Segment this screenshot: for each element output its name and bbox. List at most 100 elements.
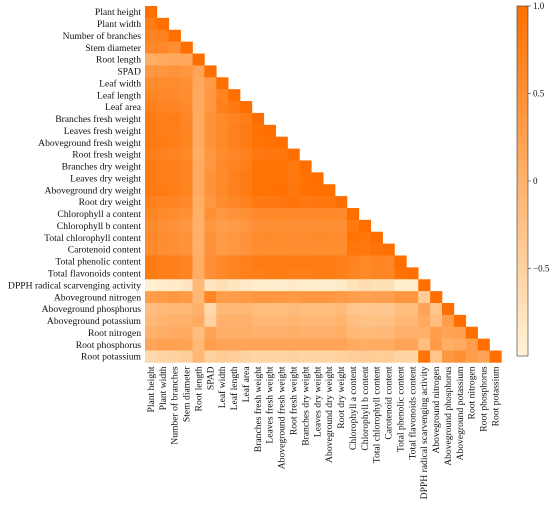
heatmap-cell [216, 279, 229, 292]
column-label: Root potassium [490, 366, 501, 427]
heatmap-cell [299, 338, 312, 351]
heatmap-cell [216, 124, 229, 137]
heatmap-cell [275, 243, 288, 256]
heatmap-cell [287, 148, 300, 161]
heatmap-cell [145, 6, 158, 19]
heatmap-cell [156, 207, 170, 221]
heatmap-cell [442, 338, 455, 351]
heatmap-cell [287, 279, 300, 292]
heatmap-cell [323, 255, 336, 268]
heatmap-cell [323, 279, 336, 292]
heatmap-cell [263, 267, 276, 280]
heatmap-cell [145, 136, 158, 149]
row-label: Root potassium [81, 352, 142, 363]
heatmap-cell [263, 219, 276, 233]
heatmap-cell [240, 267, 253, 280]
heatmap-cell [263, 279, 276, 292]
heatmap-cell [204, 314, 217, 328]
column-label: Leaves fresh weight [265, 366, 276, 444]
heatmap-cell [216, 172, 229, 185]
row-label: Root nitrogen [88, 328, 141, 339]
heatmap-cell [335, 243, 348, 256]
heatmap-cell [228, 136, 241, 149]
heatmap-cell [216, 326, 229, 339]
heatmap-cell [251, 267, 265, 280]
row-label: Aboveground dry weight [45, 185, 142, 196]
heatmap-cell [394, 291, 407, 304]
heatmap-cell [145, 124, 158, 137]
heatmap-cell [192, 89, 205, 102]
heatmap-cell [251, 207, 265, 221]
heatmap-cell [168, 41, 181, 54]
heatmap-cell [275, 148, 288, 161]
heatmap-cell [406, 314, 419, 328]
heatmap-cell [180, 160, 193, 173]
heatmap-cell [180, 89, 193, 102]
column-label: Root fresh weight [289, 366, 300, 435]
heatmap-cell [335, 219, 348, 233]
heatmap-cell [180, 112, 193, 126]
heatmap-cell [394, 338, 407, 351]
heatmap-cell [192, 326, 205, 339]
heatmap-cell [382, 350, 395, 363]
heatmap-cell [216, 350, 229, 363]
heatmap-cell [216, 112, 229, 126]
heatmap-cell [180, 124, 193, 137]
heatmap-cell [228, 172, 241, 185]
row-label: Stem diameter [85, 43, 141, 54]
heatmap-cell [145, 17, 158, 31]
heatmap-cell [156, 112, 170, 126]
heatmap-cell [453, 350, 467, 363]
heatmap-cell [263, 207, 276, 221]
column-label: Root length [193, 366, 204, 411]
heatmap-cell [240, 350, 253, 363]
heatmap-cell [168, 219, 181, 233]
heatmap-cell [370, 314, 383, 328]
heatmap-cell [204, 303, 217, 316]
heatmap-cell [204, 243, 217, 256]
column-label: Chlorophyll b content [360, 366, 371, 451]
heatmap-cell [287, 350, 300, 363]
heatmap-cell [370, 255, 383, 268]
heatmap-cell [323, 231, 336, 244]
column-label: SPAD [205, 366, 216, 390]
heatmap-cell [335, 326, 348, 339]
heatmap-cell [192, 136, 205, 149]
heatmap-cell [180, 326, 193, 339]
heatmap-cell [251, 291, 265, 304]
column-label: Chlorophyll a content [348, 366, 359, 450]
column-label: Branches dry weight [300, 366, 311, 446]
heatmap-cell [311, 207, 324, 221]
heatmap-cell [335, 196, 348, 209]
colorbar-ticks: 1.0 0.5 0 −0.5 [528, 1, 550, 274]
heatmap-cell [323, 303, 336, 316]
heatmap-cell [204, 112, 217, 126]
heatmap-cell [263, 303, 276, 316]
row-label: Leaf area [105, 102, 142, 113]
heatmap-cell [192, 350, 205, 363]
heatmap-cell [168, 136, 181, 149]
heatmap-cell [168, 350, 181, 363]
heatmap-cell [204, 231, 217, 244]
heatmap-cell [228, 196, 241, 209]
heatmap-cell [216, 314, 229, 328]
column-label: Aboveground fresh weight [277, 366, 288, 469]
heatmap-cell [346, 303, 360, 316]
heatmap-cell [240, 291, 253, 304]
heatmap-cell [156, 231, 170, 244]
heatmap-cell [251, 160, 265, 173]
heatmap-cell [240, 184, 253, 197]
heatmap-cell [406, 267, 419, 280]
heatmap-cell [263, 136, 276, 149]
heatmap-cell [346, 267, 360, 280]
heatmap-cell [263, 231, 276, 244]
heatmap-cell [145, 267, 158, 280]
heatmap-cell [335, 291, 348, 304]
heatmap-cell [323, 207, 336, 221]
heatmap-cell [228, 124, 241, 137]
heatmap-cell [311, 184, 324, 197]
heatmap-cell [240, 338, 253, 351]
heatmap-cell [145, 350, 158, 363]
heatmap-cell [180, 314, 193, 328]
heatmap-cell [168, 172, 181, 185]
